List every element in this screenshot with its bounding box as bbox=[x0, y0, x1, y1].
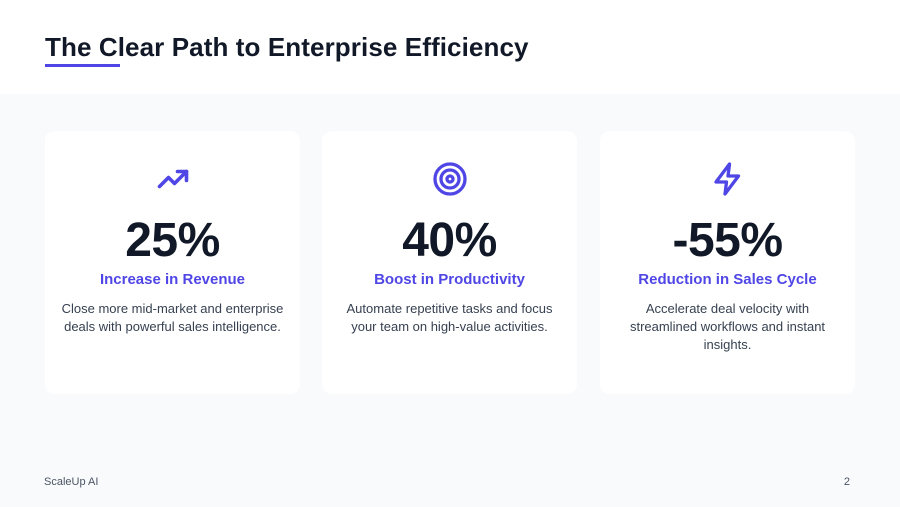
stat-label: Increase in Revenue bbox=[99, 271, 246, 288]
slide-header: The Clear Path to Enterprise Efficiency bbox=[0, 0, 900, 94]
stat-description: Close more mid-market and enterprise dea… bbox=[61, 301, 284, 334]
page-number: 2 bbox=[843, 476, 850, 488]
stat-card-productivity: 40% Boost in Productivity Automate repet… bbox=[322, 131, 577, 394]
stat-card-revenue: 25% Increase in Revenue Close more mid-m… bbox=[45, 131, 300, 394]
footer-brand: ScaleUp AI bbox=[44, 476, 99, 488]
lightning-bolt-icon bbox=[710, 161, 746, 197]
page-title: The Clear Path to Enterprise Efficiency bbox=[45, 32, 529, 62]
stat-value: 40% bbox=[402, 214, 497, 267]
target-icon bbox=[432, 161, 468, 197]
stat-value: 25% bbox=[125, 214, 220, 267]
stat-card-sales-cycle: -55% Reduction in Sales Cycle Accelerate… bbox=[600, 131, 855, 394]
stat-description: Automate repetitive tasks and focus your… bbox=[346, 301, 553, 334]
stat-value: -55% bbox=[672, 214, 783, 267]
trending-up-icon bbox=[155, 161, 191, 197]
stat-label: Boost in Productivity bbox=[374, 271, 525, 288]
title-accent-underline bbox=[45, 64, 120, 67]
stat-description: Accelerate deal velocity with streamline… bbox=[629, 301, 826, 352]
stat-label: Reduction in Sales Cycle bbox=[638, 271, 817, 288]
